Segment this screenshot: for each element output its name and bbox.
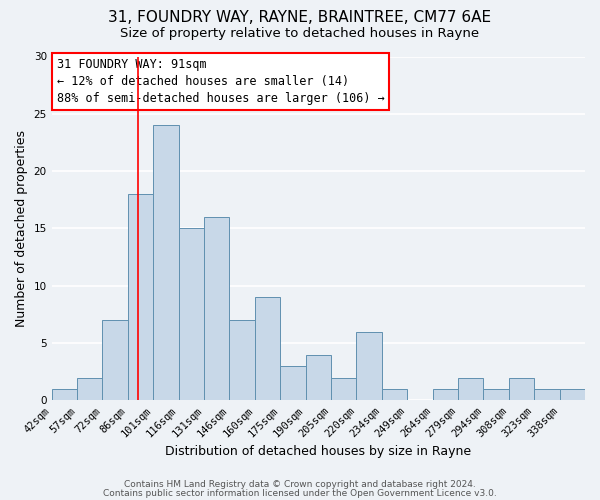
Bar <box>204 217 229 400</box>
Text: Size of property relative to detached houses in Rayne: Size of property relative to detached ho… <box>121 28 479 40</box>
Bar <box>229 320 255 400</box>
Bar <box>382 389 407 400</box>
Bar <box>484 389 509 400</box>
Bar <box>255 298 280 401</box>
Y-axis label: Number of detached properties: Number of detached properties <box>15 130 28 327</box>
Bar <box>458 378 484 400</box>
Text: 31, FOUNDRY WAY, RAYNE, BRAINTREE, CM77 6AE: 31, FOUNDRY WAY, RAYNE, BRAINTREE, CM77 … <box>109 10 491 25</box>
Bar <box>52 389 77 400</box>
Bar <box>280 366 305 400</box>
Bar <box>179 228 204 400</box>
Text: Contains public sector information licensed under the Open Government Licence v3: Contains public sector information licen… <box>103 488 497 498</box>
Text: 31 FOUNDRY WAY: 91sqm
← 12% of detached houses are smaller (14)
88% of semi-deta: 31 FOUNDRY WAY: 91sqm ← 12% of detached … <box>57 58 385 105</box>
Bar <box>305 354 331 401</box>
Text: Contains HM Land Registry data © Crown copyright and database right 2024.: Contains HM Land Registry data © Crown c… <box>124 480 476 489</box>
Bar <box>153 126 179 400</box>
Bar <box>356 332 382 400</box>
Bar <box>433 389 458 400</box>
Bar <box>128 194 153 400</box>
Bar <box>509 378 534 400</box>
Bar <box>534 389 560 400</box>
Bar <box>77 378 103 400</box>
Bar <box>560 389 585 400</box>
X-axis label: Distribution of detached houses by size in Rayne: Distribution of detached houses by size … <box>165 444 472 458</box>
Bar <box>103 320 128 400</box>
Bar <box>331 378 356 400</box>
